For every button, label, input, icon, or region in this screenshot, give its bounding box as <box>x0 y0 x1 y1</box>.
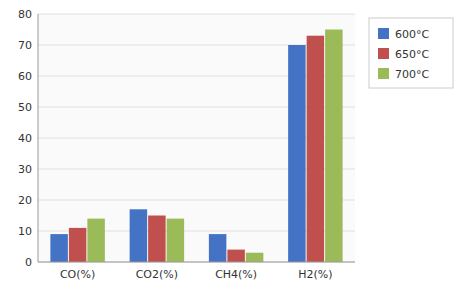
bar <box>130 209 147 262</box>
bars <box>50 30 342 263</box>
legend-label: 600°C <box>395 28 429 41</box>
bar <box>167 219 184 262</box>
legend: 600°C 650°C 700°C <box>369 18 453 88</box>
y-tick-label: 80 <box>18 8 32 21</box>
y-tick-label: 0 <box>25 256 32 269</box>
x-axis-line <box>38 262 355 263</box>
legend-swatch <box>378 28 389 39</box>
x-tick-label: CO2(%) <box>136 268 178 281</box>
bar <box>325 30 342 263</box>
y-tick-label: 70 <box>18 39 32 52</box>
x-tick-label: CO(%) <box>60 268 95 281</box>
bar <box>50 234 67 262</box>
legend-swatch <box>378 48 389 59</box>
chart: 0 10 20 30 40 50 60 70 80 CO(%) CO2(%) CH4(%) H2(%) 6… <box>0 0 465 292</box>
bar <box>307 36 324 262</box>
bar <box>288 45 305 262</box>
bar <box>69 228 86 262</box>
legend-label: 650°C <box>395 48 429 61</box>
y-tick-label: 30 <box>18 163 32 176</box>
bar <box>227 250 244 262</box>
y-tick-label: 50 <box>18 101 32 114</box>
bar <box>246 253 263 262</box>
y-axis-line <box>38 14 39 262</box>
bar <box>87 219 104 262</box>
y-tick-label: 10 <box>18 225 32 238</box>
grid-line <box>38 262 355 263</box>
y-tick-label: 60 <box>18 70 32 83</box>
bar <box>148 216 165 263</box>
plot-background <box>38 14 355 262</box>
legend-label: 700°C <box>395 68 429 81</box>
grid-line <box>38 14 355 15</box>
legend-swatch <box>378 68 389 79</box>
y-tick-label: 40 <box>18 132 32 145</box>
legend-box <box>369 18 453 88</box>
x-tick-label: CH4(%) <box>215 268 257 281</box>
chart-container: 0 10 20 30 40 50 60 70 80 CO(%) CO2(%) CH4(%) H2(%) 6… <box>0 0 465 292</box>
x-tick-label: H2(%) <box>298 268 332 281</box>
y-grid <box>38 14 355 262</box>
y-tick-label: 20 <box>18 194 32 207</box>
bar <box>209 234 226 262</box>
